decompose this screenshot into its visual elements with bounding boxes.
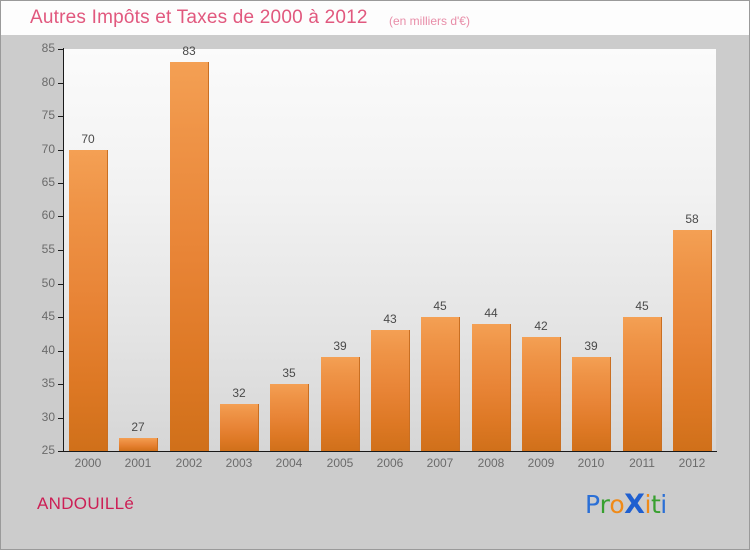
- bar[interactable]: [673, 230, 712, 451]
- y-axis-tick: [58, 49, 64, 50]
- bar[interactable]: [572, 357, 611, 451]
- proxiti-logo[interactable]: ProXiti: [585, 489, 667, 520]
- x-axis-label: 2011: [629, 456, 655, 470]
- y-axis-label: 65: [41, 175, 55, 189]
- bar[interactable]: [522, 337, 561, 451]
- bar-value-label: 45: [433, 299, 447, 313]
- bar-value-label: 43: [383, 312, 397, 326]
- bar[interactable]: [170, 62, 209, 451]
- bar[interactable]: [321, 357, 360, 451]
- y-axis-label: 35: [41, 376, 55, 390]
- y-axis-label: 45: [41, 309, 55, 323]
- x-axis-line: [63, 451, 717, 452]
- y-axis-label: 40: [41, 343, 55, 357]
- logo-letter: t: [650, 490, 661, 519]
- y-axis-tick: [58, 351, 64, 352]
- y-axis-tick: [58, 418, 64, 419]
- x-axis-label: 2008: [477, 456, 505, 470]
- x-axis-label: 2006: [376, 456, 404, 470]
- bar[interactable]: [421, 317, 460, 451]
- x-axis-label: 2010: [577, 456, 605, 470]
- x-axis-label: 2012: [678, 456, 706, 470]
- x-axis-label: 2002: [175, 456, 203, 470]
- chart-title: Autres Impôts et Taxes de 2000 à 2012: [30, 7, 368, 28]
- y-axis-tick: [58, 116, 64, 117]
- logo-letter: r: [599, 490, 610, 519]
- y-axis-label: 30: [41, 410, 55, 424]
- bar-value-label: 58: [685, 212, 699, 226]
- y-axis-tick: [58, 317, 64, 318]
- x-axis-label: 2003: [225, 456, 253, 470]
- y-axis-label: 25: [41, 443, 55, 457]
- x-axis-label: 2004: [275, 456, 303, 470]
- x-axis-label: 2009: [527, 456, 555, 470]
- commune-name: ANDOUILLé: [37, 494, 135, 513]
- logo-letter: X: [624, 489, 645, 520]
- bar-value-label: 32: [232, 386, 246, 400]
- y-axis-label: 70: [41, 142, 55, 156]
- bar-value-label: 70: [81, 132, 95, 146]
- y-axis-tick: [58, 150, 64, 151]
- bar-value-label: 35: [282, 366, 296, 380]
- y-axis-tick: [58, 451, 64, 452]
- header-band: [1, 1, 749, 35]
- y-axis-tick: [58, 250, 64, 251]
- logo-letter: i: [644, 490, 651, 519]
- bar[interactable]: [371, 330, 410, 451]
- logo-letter: i: [660, 490, 667, 519]
- y-axis-label: 75: [41, 108, 55, 122]
- y-axis-tick: [58, 216, 64, 217]
- y-axis-label: 60: [41, 208, 55, 222]
- x-axis-label: 2005: [326, 456, 354, 470]
- bar[interactable]: [220, 404, 259, 451]
- y-axis-label: 85: [41, 41, 55, 55]
- bar-value-label: 44: [484, 306, 498, 320]
- bar[interactable]: [119, 438, 158, 451]
- x-axis-label: 2001: [124, 456, 152, 470]
- bar-value-label: 83: [182, 44, 196, 58]
- bar-value-label: 42: [534, 319, 548, 333]
- y-axis-tick: [58, 183, 64, 184]
- bar[interactable]: [69, 150, 108, 451]
- bar-value-label: 39: [584, 339, 598, 353]
- x-axis-label: 2007: [426, 456, 454, 470]
- bar[interactable]: [623, 317, 662, 451]
- logo-letter: P: [585, 490, 600, 519]
- bar-value-label: 27: [131, 420, 145, 434]
- x-axis-label: 2000: [74, 456, 102, 470]
- logo-letter: o: [609, 490, 625, 519]
- y-axis-label: 50: [41, 276, 55, 290]
- footer-bar: ANDOUILLé ProXiti: [1, 481, 749, 549]
- y-axis-label: 55: [41, 242, 55, 256]
- bar-value-label: 45: [635, 299, 649, 313]
- y-axis-tick: [58, 284, 64, 285]
- bar[interactable]: [270, 384, 309, 451]
- chart-subtitle: (en milliers d'€): [389, 14, 470, 28]
- y-axis-tick: [58, 384, 64, 385]
- y-axis-tick: [58, 83, 64, 84]
- bar[interactable]: [472, 324, 511, 451]
- y-axis-label: 80: [41, 75, 55, 89]
- bar-value-label: 39: [333, 339, 347, 353]
